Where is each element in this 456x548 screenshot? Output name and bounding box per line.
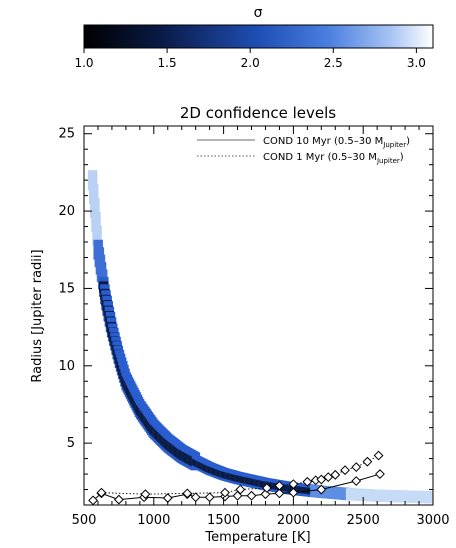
colorbar-tick-label: 2.5 [324,56,343,70]
colorbar-tick-label: 3.0 [407,56,426,70]
diamond-point-1myr [274,480,285,491]
diamond-point-1myr [96,487,107,498]
diamond-point-1myr [316,474,327,485]
chart-title: 2D confidence levels [180,104,336,122]
x-tick-label: 1000 [137,513,170,528]
diamond-point-1myr [340,465,350,476]
diamond-point-10myr [274,488,285,499]
diamond-point-10myr [246,490,257,501]
diamond-point-1myr [140,489,151,500]
colorbar-tick-label: 1.5 [158,56,177,70]
diamond-point-1myr [362,456,373,467]
model-tracks [88,450,385,505]
diamond-point-1myr [220,487,230,498]
diamond-point-1myr [288,479,299,490]
diamond-point-1myr [235,484,246,495]
colorbar-tick-label: 2.0 [241,56,260,70]
diamond-point-10myr [316,484,327,495]
diamond-point-10myr [204,492,215,503]
band-cell [92,225,102,246]
diamond-point-1myr [323,472,334,483]
diamond-point-10myr [113,494,124,505]
x-tick-label: 2500 [347,513,380,528]
y-tick-label: 20 [58,204,75,219]
diamond-point-1myr [373,450,384,461]
diamond-point-1myr [182,488,193,499]
y-tick-label: 10 [58,359,75,374]
colorbar-tick-label: 1.0 [74,56,93,70]
band-cell [428,491,433,504]
confidence-band [87,170,433,504]
diamond-point-1myr [351,462,362,473]
diamond-point-10myr [375,469,385,479]
band-cell [87,170,98,191]
y-tick-label: 25 [58,127,75,142]
legend: COND 10 Myr (0.5–30 MJupiter) COND 1 Myr… [197,136,410,165]
legend-label-1myr: COND 1 Myr (0.5–30 MJupiter) [263,152,404,165]
diamond-point-1myr [330,469,341,480]
band-cell [90,197,100,218]
diamond-point-10myr [190,492,201,503]
x-tick-label: 500 [72,513,97,528]
diamond-point-1myr [261,483,272,493]
x-tick-label: 1500 [207,513,240,528]
band-cell [91,211,101,232]
band-cell [88,184,99,205]
colorbar-symbol: σ [254,5,263,21]
diamond-point-1myr [302,476,313,487]
plot-frame [83,125,434,506]
y-axis-label: Radius [Jupiter radii] [30,249,45,382]
legend-label-10myr: COND 10 Myr (0.5–30 MJupiter) [263,136,410,149]
y-tick-label: 5 [67,436,75,451]
axis-ticks: 500 1000 1500 2000 2500 3000 5 10 15 20 25 [58,126,450,528]
diamond-point-10myr [162,493,173,503]
x-tick-label: 2000 [277,513,310,528]
x-tick-label: 3000 [416,513,449,528]
colorbar-ticks: 1.0 1.5 2.0 2.5 3.0 [74,48,426,70]
diamond-point-10myr [288,487,299,498]
diamond-point-10myr [351,476,362,486]
y-tick-label: 15 [58,281,75,296]
x-axis-label: Temperature [K] [204,530,310,545]
colorbar [83,24,434,49]
